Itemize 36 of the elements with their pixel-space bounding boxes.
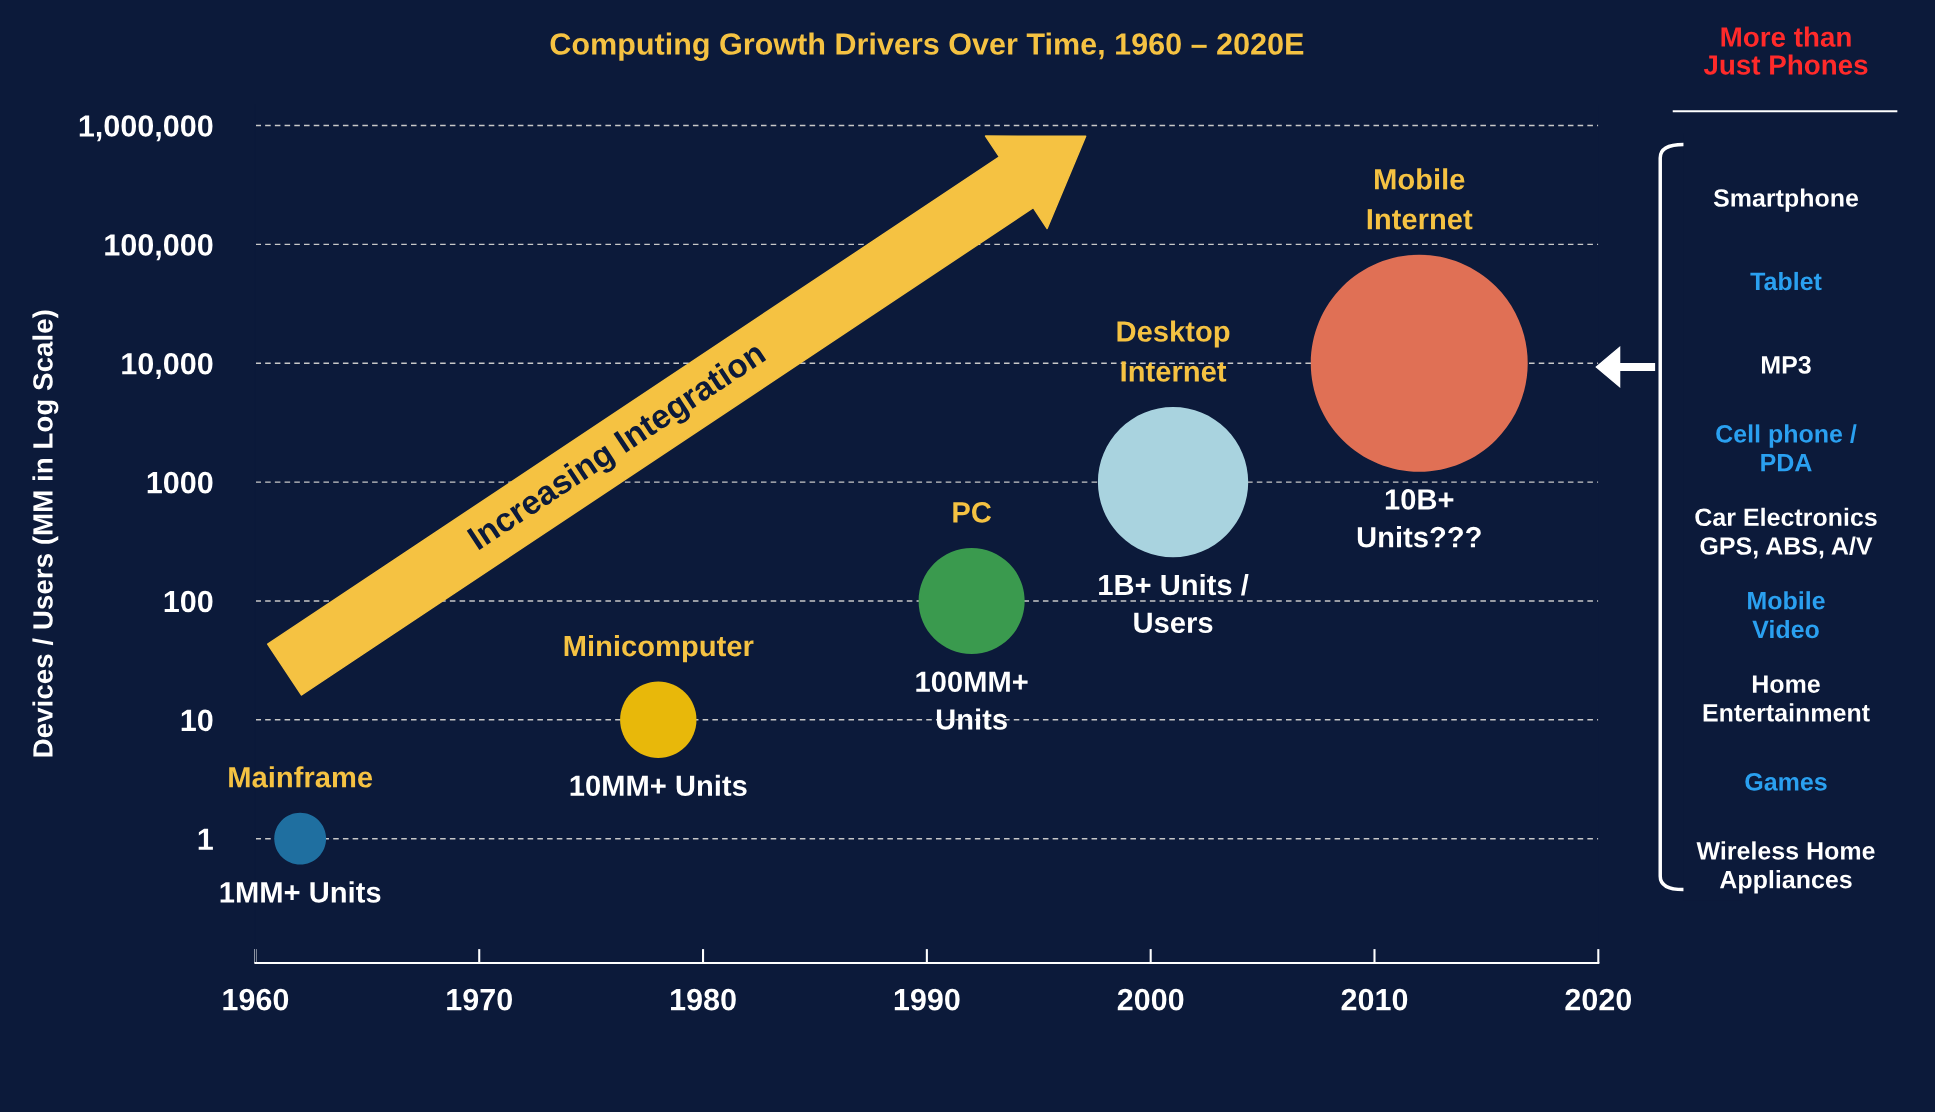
text: Games xyxy=(1745,772,1827,791)
series-label: PC xyxy=(953,502,992,523)
annotation: 1MM+ Units xyxy=(220,881,381,903)
y-tick-label: 1 xyxy=(198,828,213,850)
x-tick-label: 2000 xyxy=(1117,988,1184,1011)
text: Home Entertainment xyxy=(1703,675,1870,722)
chart-title: Computing Growth Drivers Over Time, 1960 – 2020E xyxy=(550,32,1304,61)
series-label: Desktop Internet xyxy=(1117,320,1230,382)
y-tick-label: 1,000,000 xyxy=(79,115,213,142)
text: Tablet xyxy=(1750,271,1822,291)
annotation: 10B+ Units??? xyxy=(1357,489,1481,548)
text: Car Electronics GPS, ABS, A/V xyxy=(1695,507,1877,559)
annotation: 10MM+ Units xyxy=(570,774,747,797)
text: Cell phone / PDA xyxy=(1716,424,1857,472)
y-tick-label: 100,000 xyxy=(105,234,213,261)
text: Smartphone xyxy=(1713,188,1859,212)
x-tick-label: 2010 xyxy=(1341,988,1408,1011)
text: Mobile Video xyxy=(1748,591,1825,639)
text: Wireless Home Appliances xyxy=(1696,841,1875,894)
x-tick-label: 1960 xyxy=(223,988,289,1011)
x-tick-label: 2020 xyxy=(1565,988,1632,1011)
y-tick-label: 10,000 xyxy=(122,352,213,379)
text: MP3 xyxy=(1761,355,1811,374)
y-tick-label: 10 xyxy=(181,709,213,732)
series-label: Minicomputer xyxy=(564,634,754,663)
series-label: Mainframe xyxy=(229,766,373,788)
y-tick-label: 1000 xyxy=(147,471,213,494)
text: More than Just Phones xyxy=(1703,26,1868,75)
x-tick-label: 1990 xyxy=(894,988,960,1011)
y-tick-label: 100 xyxy=(164,590,213,613)
annotation: 1B+ Units / Users xyxy=(1099,573,1249,634)
x-tick-label: 1980 xyxy=(670,988,736,1011)
y-axis-title: Devices / Users (MM in Log Scale) xyxy=(32,310,59,757)
annotation: 100MM+ Units xyxy=(916,671,1028,730)
x-tick-label: 1970 xyxy=(447,988,512,1011)
series-label: Mobile Internet xyxy=(1367,168,1473,230)
